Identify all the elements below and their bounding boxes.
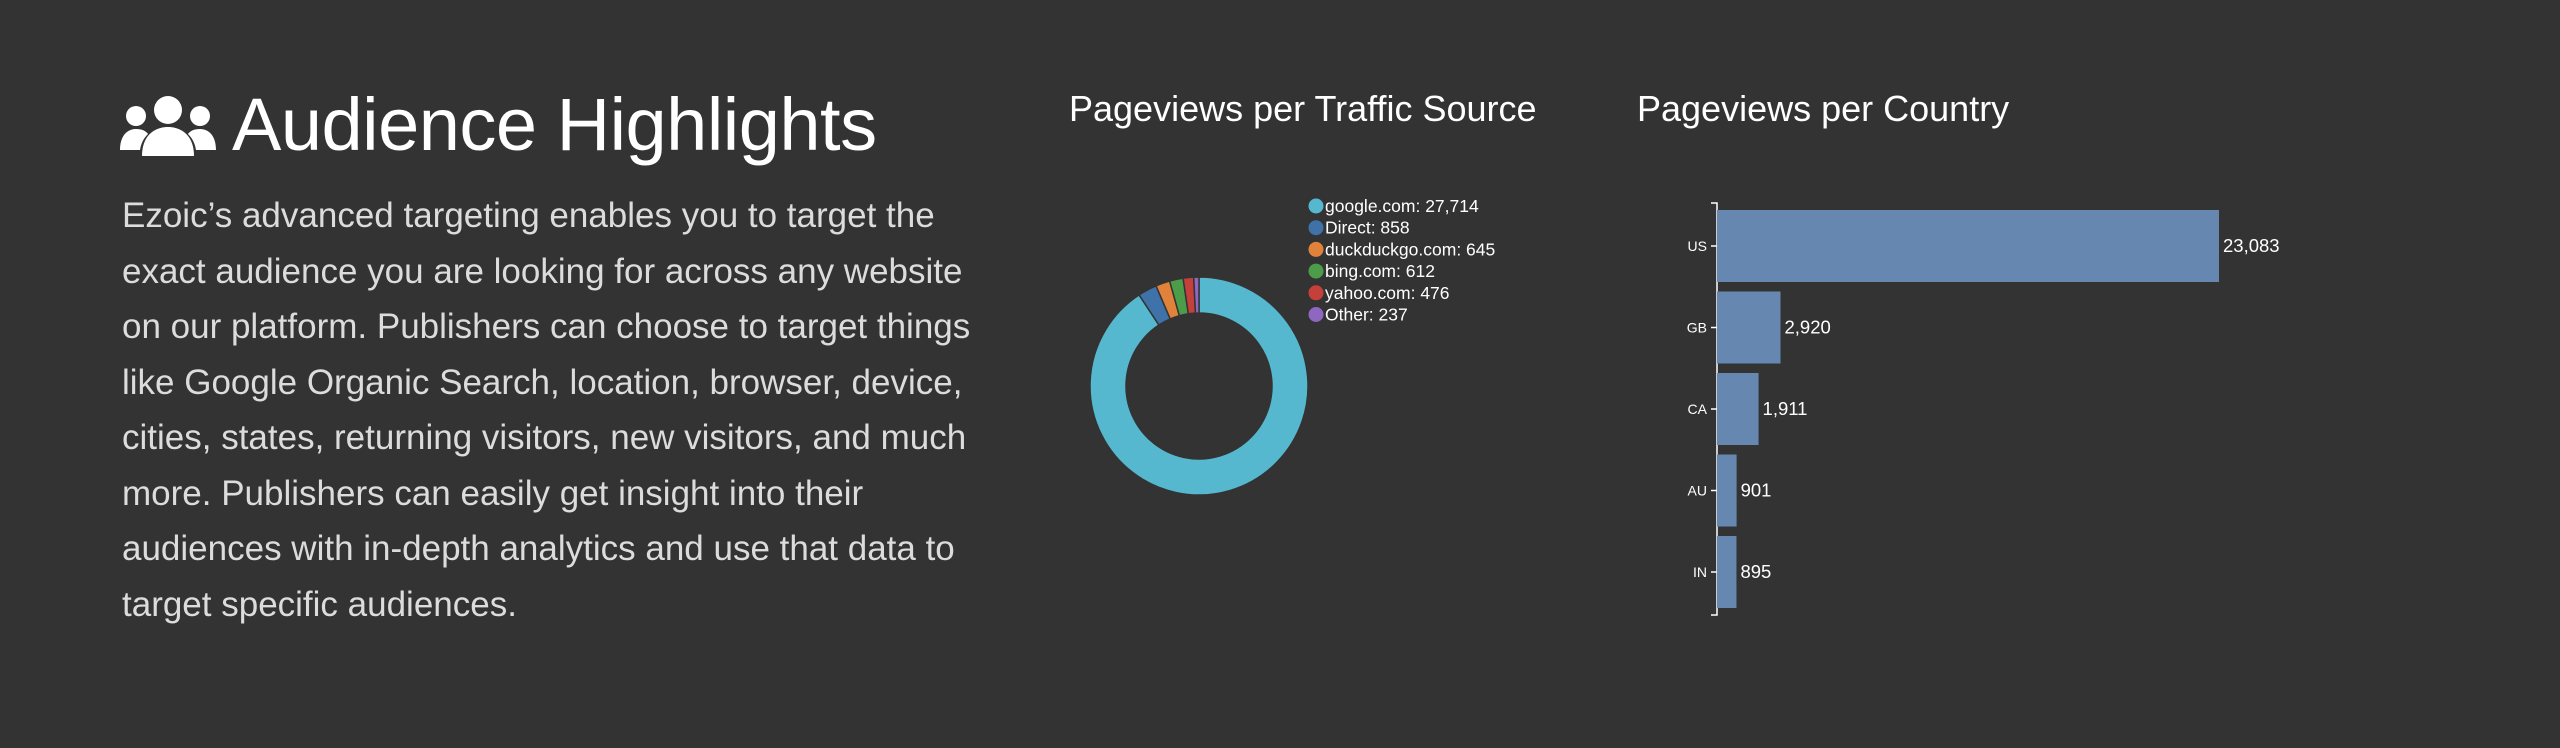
y-tick-label: US	[1688, 238, 1707, 254]
bar-value-label: 901	[1741, 480, 1772, 501]
users-icon	[120, 92, 216, 158]
section-title-text: Audience Highlights	[232, 83, 877, 166]
y-tick-label: GB	[1687, 320, 1707, 336]
bar-au	[1717, 454, 1737, 527]
legend-item: yahoo.com: 476	[1325, 283, 1450, 303]
legend-item: bing.com: 612	[1325, 261, 1435, 281]
section-title: Audience Highlights	[120, 82, 877, 167]
bar-value-label: 2,920	[1785, 317, 1831, 338]
legend-item: duckduckgo.com: 645	[1325, 239, 1495, 259]
legend-swatch	[1308, 307, 1324, 322]
legend-swatch	[1308, 220, 1324, 236]
donut-slice-google-com	[1089, 276, 1309, 496]
y-tick-label: IN	[1693, 564, 1707, 580]
bar-value-label: 1,911	[1763, 398, 1808, 419]
bar-ca	[1717, 373, 1759, 445]
legend-swatch	[1308, 263, 1324, 279]
bar-us	[1717, 210, 2219, 282]
legend-swatch	[1308, 285, 1324, 301]
legend-swatch	[1308, 241, 1324, 257]
bar-gb	[1717, 291, 1781, 364]
traffic-source-chart-title: Pageviews per Traffic Source	[1069, 88, 1537, 129]
legend-item: Direct: 858	[1325, 218, 1410, 238]
bar-value-label: 23,083	[2223, 235, 2280, 256]
donut-slice-other	[1192, 276, 1200, 314]
legend-item: Other: 237	[1325, 305, 1408, 325]
y-tick-label: CA	[1688, 401, 1708, 417]
bar-in	[1717, 536, 1737, 608]
country-chart-title: Pageviews per Country	[1637, 88, 2010, 129]
legend-item: google.com: 27,714	[1325, 196, 1479, 216]
legend-swatch	[1308, 198, 1324, 214]
y-tick-label: AU	[1688, 483, 1707, 499]
section-description: Ezoic’s advanced targeting enables you t…	[122, 196, 971, 624]
bar-value-label: 895	[1740, 561, 1771, 582]
